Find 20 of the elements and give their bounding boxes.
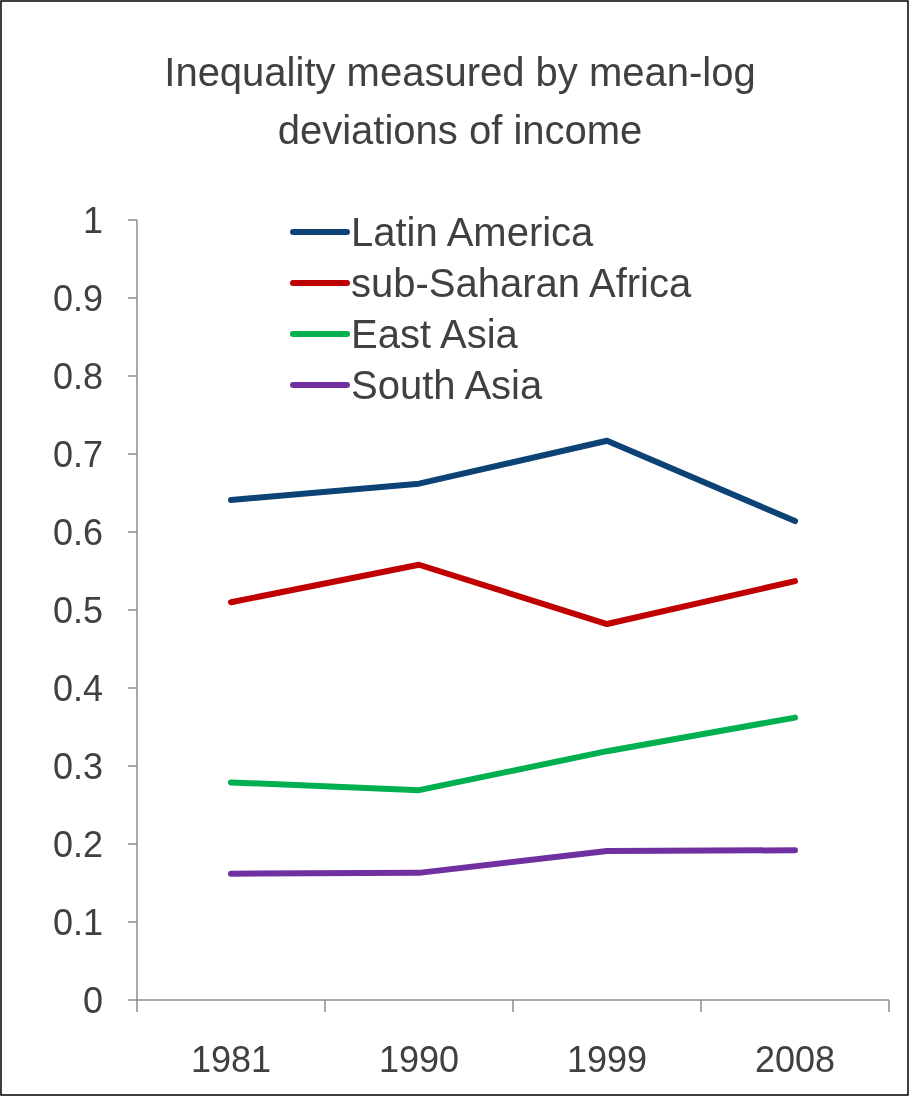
y-tick-label: 0.5 bbox=[52, 589, 103, 631]
y-tick-label: 0.7 bbox=[52, 433, 103, 475]
y-tick-label: 0.8 bbox=[52, 355, 103, 397]
legend-label: East Asia bbox=[351, 312, 519, 357]
chart-title: Inequality measured by mean-log deviations of income bbox=[164, 50, 756, 152]
y-tick-label: 0 bbox=[82, 979, 103, 1021]
y-tick-label: 0.6 bbox=[52, 511, 103, 553]
y-tick-label: 0.9 bbox=[52, 277, 103, 319]
legend-label: South Asia bbox=[351, 363, 543, 408]
y-tick-label: 1 bbox=[82, 199, 103, 241]
x-tick-label: 1981 bbox=[190, 1039, 272, 1080]
y-tick-label: 0.2 bbox=[52, 823, 103, 865]
legend-label: sub-Saharan Africa bbox=[351, 261, 692, 306]
x-tick-label: 2008 bbox=[754, 1039, 836, 1080]
y-tick-label: 0.3 bbox=[52, 745, 103, 787]
y-tick-label: 0.1 bbox=[52, 901, 103, 943]
legend-label: Latin America bbox=[351, 210, 595, 255]
x-tick-label: 1990 bbox=[378, 1039, 460, 1080]
x-tick-label: 1999 bbox=[566, 1039, 648, 1080]
y-tick-label: 0.4 bbox=[52, 667, 103, 709]
